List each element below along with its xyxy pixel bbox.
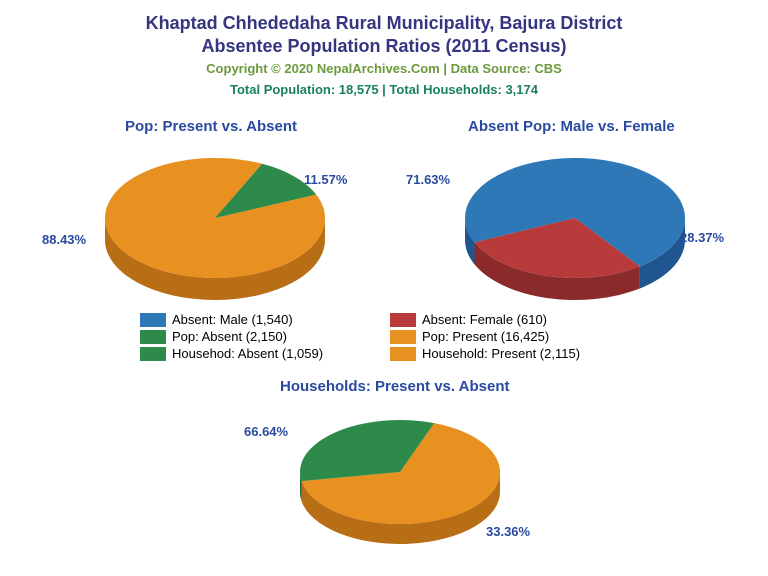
- legend-label: Absent: Female (610): [422, 312, 547, 327]
- legend-swatch: [390, 313, 416, 327]
- legend-label: Household: Present (2,115): [422, 346, 580, 361]
- legend-item: Pop: Present (16,425): [390, 329, 640, 344]
- legend-swatch: [390, 347, 416, 361]
- legend-swatch: [390, 330, 416, 344]
- pie-chart-households: [290, 410, 510, 554]
- chart3-title: Households: Present vs. Absent: [280, 378, 510, 395]
- totals-text: Total Population: 18,575 | Total Househo…: [0, 82, 768, 97]
- legend-label: Absent: Male (1,540): [172, 312, 293, 327]
- legend-item: Absent: Female (610): [390, 312, 640, 327]
- legend-swatch: [140, 313, 166, 327]
- pct-label: 88.43%: [42, 232, 86, 247]
- legend-label: Pop: Present (16,425): [422, 329, 549, 344]
- pie-chart-population: [95, 148, 335, 310]
- legend-item: Absent: Male (1,540): [140, 312, 390, 327]
- pct-label: 28.37%: [680, 230, 724, 245]
- chart1-title: Pop: Present vs. Absent: [125, 118, 297, 135]
- pct-label: 11.57%: [304, 172, 347, 187]
- legend-item: Househod: Absent (1,059): [140, 346, 390, 361]
- pct-label: 71.63%: [406, 172, 450, 187]
- pie-chart-gender: [455, 148, 695, 310]
- pct-label: 33.36%: [486, 524, 530, 539]
- pct-label: 66.64%: [244, 424, 288, 439]
- legend-swatch: [140, 330, 166, 344]
- copyright-text: Copyright © 2020 NepalArchives.Com | Dat…: [0, 61, 768, 76]
- legend: Absent: Male (1,540) Absent: Female (610)…: [140, 312, 640, 363]
- legend-label: Househod: Absent (1,059): [172, 346, 323, 361]
- legend-swatch: [140, 347, 166, 361]
- main-title: Khaptad Chhededaha Rural Municipality, B…: [0, 12, 768, 57]
- legend-item: Household: Present (2,115): [390, 346, 640, 361]
- legend-item: Pop: Absent (2,150): [140, 329, 390, 344]
- chart2-title: Absent Pop: Male vs. Female: [468, 118, 675, 135]
- legend-label: Pop: Absent (2,150): [172, 329, 287, 344]
